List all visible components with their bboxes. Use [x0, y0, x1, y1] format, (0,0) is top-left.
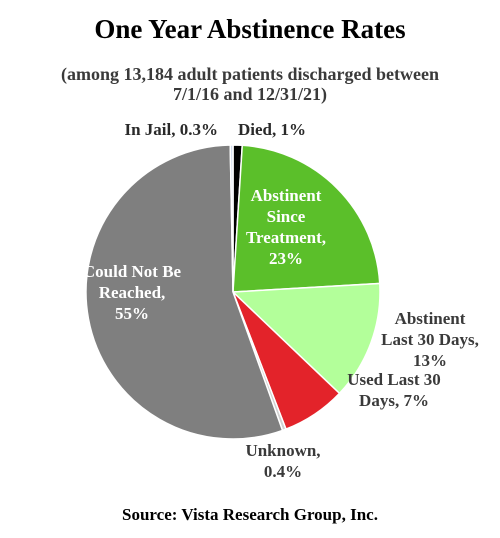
slice-label-line: Could Not Be [83, 262, 182, 281]
pie-slice-abstinent-last-30-days [231, 282, 381, 395]
slice-label-line: Abstinent [251, 186, 322, 205]
source-caption: Source: Vista Research Group, Inc. [122, 505, 378, 524]
slice-label-line: Unknown, [245, 441, 320, 460]
slice-label-in-jail: In Jail, 0.3% [124, 120, 218, 139]
pie-slice-abstinent-since-treatment [232, 144, 381, 293]
slice-label-line: 0.4% [264, 462, 302, 481]
slice-label-line: Since [267, 207, 306, 226]
slice-label-line: Last 30 Days, [381, 330, 479, 349]
slice-label-line: Abstinent [395, 309, 466, 328]
chart-title: One Year Abstinence Rates [94, 14, 406, 44]
slice-label-unknown: Unknown, 0.4% [245, 441, 320, 481]
slice-label-could-not-be-reached: Could Not Be Reached, 55% [83, 262, 182, 323]
pie-slice-in-jail [229, 144, 234, 293]
slice-label-line: Used Last 30 [347, 370, 441, 389]
pie-slice-could-not-be-reached [85, 144, 284, 440]
slice-label-died: Died, 1% [238, 120, 306, 139]
subtitle-line-1: (among 13,184 adult patients discharged … [60, 64, 439, 84]
slice-label-abstinent-last-30-days: Abstinent Last 30 Days, 13% [381, 309, 479, 370]
slice-label-line: In Jail, 0.3% [124, 120, 218, 139]
slice-label-line: Reached, [99, 283, 166, 302]
slice-label-line: Days, 7% [359, 391, 429, 410]
slice-label-line: Treatment, [246, 228, 326, 247]
slice-label-line: 23% [269, 249, 303, 268]
slice-label-line: 13% [413, 351, 447, 370]
slice-label-line: 55% [115, 304, 149, 323]
chart-subtitle: (among 13,184 adult patients discharged … [0, 64, 500, 104]
slice-label-line: Died, 1% [238, 120, 306, 139]
slice-label-abstinent-since-treatment: Abstinent Since Treatment, 23% [246, 186, 326, 268]
subtitle-line-2: 7/1/16 and 12/31/21) [172, 84, 328, 104]
slice-label-used-last-30-days: Used Last 30 Days, 7% [347, 370, 441, 410]
